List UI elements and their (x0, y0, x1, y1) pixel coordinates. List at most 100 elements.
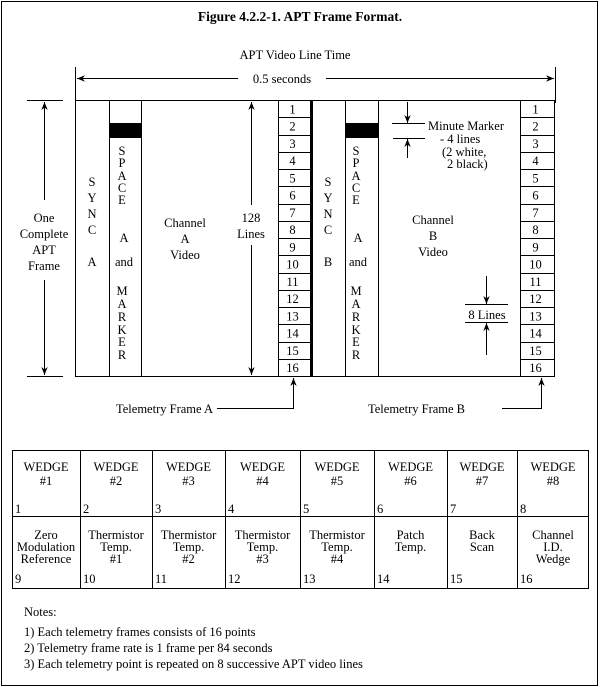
telemetry-table-cell: WEDGE#6 6 (377, 460, 433, 516)
telemetry-table-cell-label: #2 (110, 474, 123, 488)
telemetry-table-cell-number: 5 (303, 502, 309, 516)
telemetry-b-point: 14 (529, 327, 542, 341)
telemetry-table-cell-label: I.D. (543, 540, 562, 554)
sync-a-letter: N (87, 207, 96, 221)
telemetry-table-cell-number: 15 (450, 572, 463, 586)
telemetry-table-cell-label: #7 (476, 474, 489, 488)
telemetry-table-cell-label: WEDGE (93, 460, 138, 474)
label-text: 2 black) (447, 157, 488, 171)
telemetry-table-cell: WEDGE#7 7 (450, 460, 505, 516)
telemetry-a-point: 14 (286, 327, 299, 341)
telemetry-table-cell: WEDGE#1 1 (15, 460, 69, 516)
label-text: Frame (28, 259, 60, 273)
telemetry-a-point: 7 (289, 206, 295, 220)
telemetry-table-cell-number: 12 (228, 572, 241, 586)
telemetry-table-cell-label: WEDGE (314, 460, 359, 474)
telemetry-table-cell-label: Thermistor (235, 528, 291, 542)
telemetry-b-point: 2 (532, 120, 538, 134)
marker-b-letter: R (352, 310, 361, 324)
telemetry-table-cell: WEDGE#2 2 (83, 460, 139, 516)
sync-b-letter: N (323, 207, 332, 221)
space-b-label: A (353, 231, 362, 245)
telemetry-b-point: 3 (532, 137, 538, 151)
label-text: One (34, 211, 55, 225)
space-b-letter: S (353, 144, 360, 158)
label-text: Video (418, 245, 448, 259)
space-b-label: and (349, 255, 368, 269)
sync-a-letter: C (88, 223, 96, 237)
minute-marker-label: Minute Marker - 4 lines (2 white, 2 blac… (428, 119, 505, 171)
telemetry-a-point: 15 (286, 344, 299, 358)
telemetry-b-point: 8 (532, 223, 538, 237)
lines-label: 128 Lines (237, 211, 265, 241)
minute-marker-a (110, 123, 141, 138)
space-a-letter: S (119, 144, 126, 158)
telemetry-table-cell-label: WEDGE (240, 460, 285, 474)
telemetry-table-cell-label: #5 (331, 474, 344, 488)
telemetry-b-point: 9 (532, 240, 538, 254)
telemetry-table-cell-number: 1 (15, 502, 21, 516)
label-text: Notes: (24, 605, 57, 619)
telemetry-table-cell-label: Temp. (321, 540, 352, 554)
telemetry-b-point: 13 (529, 309, 542, 323)
telemetry-table-cell-label: Scan (470, 540, 495, 554)
telemetry-frame-b-pointer (502, 378, 545, 409)
label-text: 3) Each telemetry point is repeated on 8… (24, 657, 363, 671)
label-text: (2 white, (442, 145, 486, 159)
telemetry-b-point: 7 (532, 206, 538, 220)
telemetry-b-point: 11 (529, 275, 541, 289)
telemetry-a-point: 3 (289, 137, 295, 151)
label-text: Channel (164, 216, 206, 230)
marker-b-letter: R (352, 348, 361, 362)
space-a-letter: A (117, 169, 126, 183)
telemetry-table-cell: WEDGE#5 5 (303, 460, 360, 516)
telemetry-table-cell-label: WEDGE (166, 460, 211, 474)
telemetry-table-cell-label: Wedge (536, 552, 571, 566)
telemetry-table-cell-label: Channel (532, 528, 574, 542)
telemetry-a-point: 2 (289, 120, 295, 134)
space-a-label: A (119, 231, 128, 245)
telemetry-a-point: 5 (289, 171, 295, 185)
telemetry-table-cell-number: 3 (155, 502, 161, 516)
marker-a-letter: E (118, 335, 126, 349)
label-text: A (180, 232, 189, 246)
label-text: Video (170, 248, 200, 262)
telemetry-table-cell-number: 2 (83, 502, 89, 516)
space-b-letter: P (353, 156, 360, 170)
telemetry-frame-a-label: Telemetry Frame A (116, 402, 213, 416)
telemetry-a-point: 10 (286, 258, 299, 272)
telemetry-a-point: 4 (289, 154, 296, 168)
sync-b-letter: S (325, 175, 332, 189)
telemetry-b-point: 4 (532, 154, 539, 168)
telemetry-table-cell-label: Back (469, 528, 495, 542)
marker-b-letter: K (351, 323, 360, 337)
sync-b-letter: C (324, 223, 332, 237)
frame-label: One Complete APT Frame (20, 211, 69, 273)
telemetry-table-cell-number: 9 (15, 572, 21, 586)
telemetry-table-cell-number: 7 (450, 502, 456, 516)
marker-b-letter: A (351, 297, 360, 311)
eight-lines-label: 8 Lines (468, 308, 505, 322)
label-text: 2) Telemetry frame rate is 1 frame per 8… (24, 641, 273, 655)
minute-marker-b (346, 123, 378, 138)
sync-a-letter: Y (87, 191, 96, 205)
telemetry-b-point: 12 (529, 292, 542, 306)
space-a-letter: C (118, 181, 126, 195)
label-text: - 4 lines (440, 132, 480, 146)
telemetry-table-cell-label: #6 (404, 474, 417, 488)
telemetry-table-cell-label: #8 (547, 474, 560, 488)
telemetry-table-cell-number: 8 (520, 502, 526, 516)
telemetry-a-point: 8 (289, 223, 295, 237)
label-text: APT (32, 243, 56, 257)
telemetry-table-cell-label: Patch (397, 528, 426, 542)
label-text: 128 (242, 211, 261, 225)
telemetry-table-cell-label: #3 (182, 474, 195, 488)
telemetry-table-cell-label: Reference (21, 552, 72, 566)
telemetry-table-cell-label: Temp. (247, 540, 278, 554)
space-a-label: and (115, 255, 134, 269)
space-b-letter: A (351, 169, 360, 183)
